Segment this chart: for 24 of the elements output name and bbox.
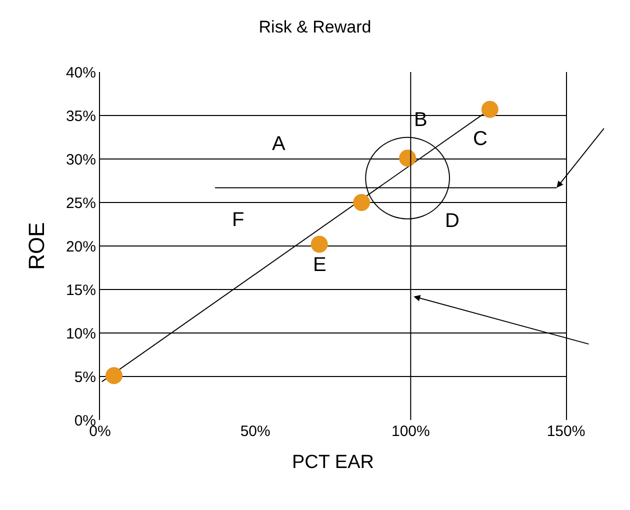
annotation: F — [232, 209, 244, 231]
y-axis-title: ROE — [24, 222, 49, 270]
annotation: D — [445, 210, 460, 232]
y-tick-label: 25% — [66, 194, 96, 212]
point — [481, 100, 498, 118]
y-tick-label: 15% — [66, 282, 96, 299]
x-tick-label: 50% — [240, 423, 270, 440]
point — [353, 194, 370, 211]
point — [310, 236, 328, 253]
annotation: C — [473, 128, 488, 150]
y-tick-label: 30% — [66, 151, 96, 168]
y-tick-label: 40% — [66, 64, 96, 82]
x-tick-label: 150% — [546, 423, 586, 440]
point — [399, 150, 416, 167]
point — [105, 367, 122, 384]
annotation: E — [313, 254, 326, 276]
annotation: A — [272, 133, 286, 155]
y-tick-label: 35% — [66, 108, 96, 125]
y-tick-label: 10% — [66, 325, 96, 342]
x-tick-label: 100% — [391, 423, 430, 440]
y-tick-label: 5% — [74, 368, 96, 386]
x-axis-title: PCT EAR — [292, 452, 374, 473]
chart-title: Risk & Reward — [258, 17, 372, 36]
y-tick-label: 20% — [66, 238, 96, 256]
